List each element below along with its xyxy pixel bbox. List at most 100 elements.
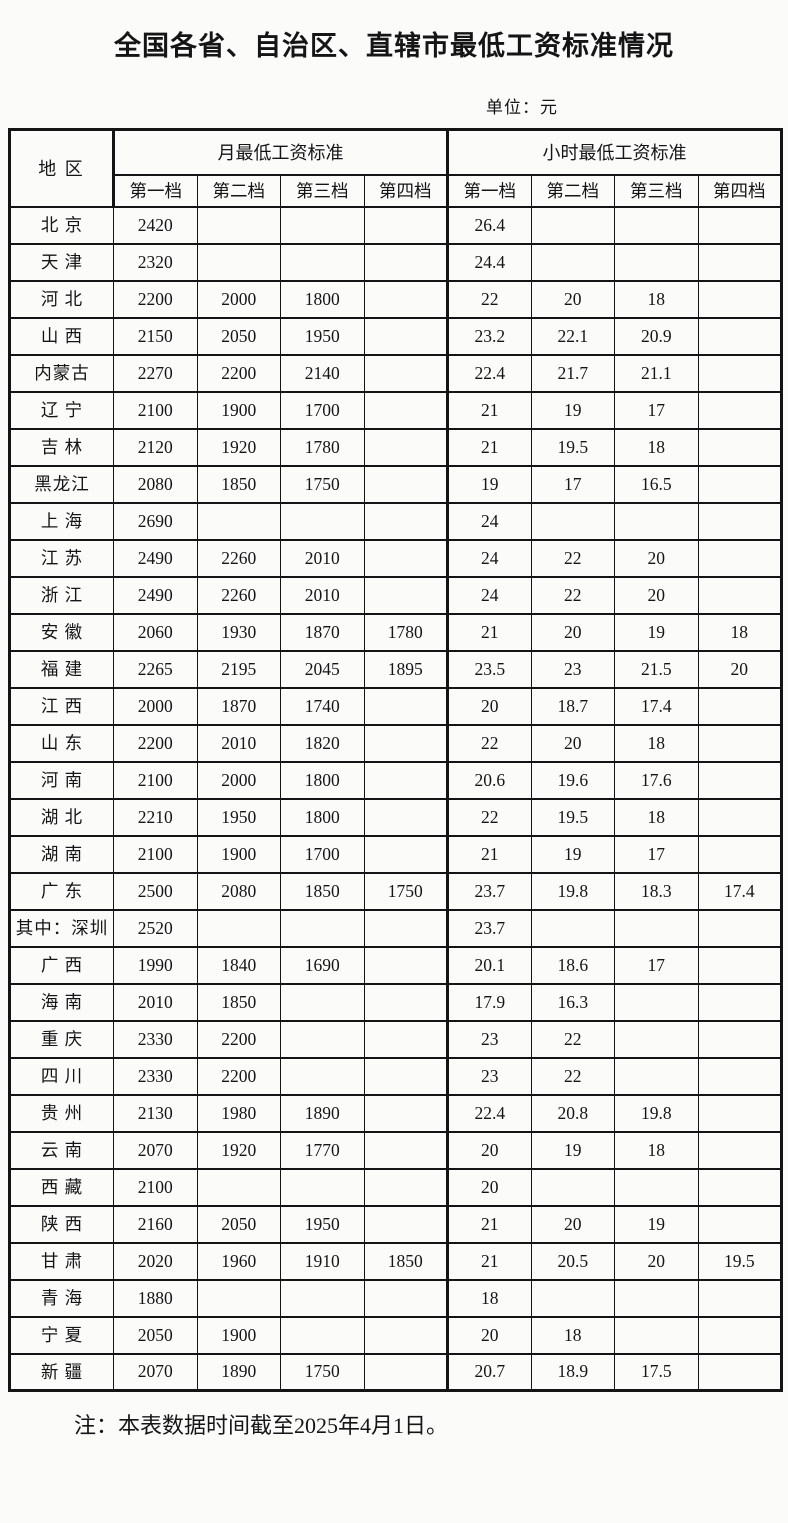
month-tier2-cell (196, 242, 281, 282)
hour-tier1-cell: 24 (446, 575, 532, 615)
table-row: 辽 宁 2100 1900 1700 21 19 17 (9, 390, 782, 430)
hour-tier2-cell: 18.7 (530, 686, 615, 726)
hour-tier2-cell: 22 (530, 1056, 615, 1096)
region-cell: 内蒙古 (9, 353, 114, 393)
hour-tier2-cell (530, 501, 615, 541)
month-tier4-cell (363, 1167, 448, 1207)
hour-tier4-cell (697, 723, 782, 763)
hour-tier2-cell: 22 (530, 1019, 615, 1059)
hour-tier4-cell: 19.5 (697, 1241, 782, 1281)
month-tier2-cell: 2000 (196, 279, 281, 319)
region-cell: 西 藏 (9, 1167, 114, 1207)
hour-tier2-cell: 20 (530, 612, 615, 652)
month-tier1-cell: 2270 (113, 353, 198, 393)
month-tier2-cell (196, 501, 281, 541)
region-cell: 山 东 (9, 723, 114, 763)
hour-tier3-cell: 18 (614, 427, 699, 467)
table-row: 海 南 2010 1850 17.9 16.3 (9, 982, 782, 1022)
month-tier1-cell: 2420 (113, 205, 198, 245)
month-tier2-cell: 1840 (196, 945, 281, 985)
hour-tier1-cell: 24 (446, 538, 532, 578)
region-cell: 贵 州 (9, 1093, 114, 1133)
month-tier1-cell: 2070 (113, 1352, 198, 1392)
hour-tier2-cell: 21.7 (530, 353, 615, 393)
month-tier3-cell (280, 501, 365, 541)
hour-tier4-cell: 18 (697, 612, 782, 652)
hour-tier1-cell: 21 (446, 1241, 532, 1281)
month-tier1-cell: 2210 (113, 797, 198, 837)
hour-tier3-cell: 20 (614, 538, 699, 578)
table-row: 甘 肃 2020 1960 1910 1850 21 20.5 20 19.5 (9, 1241, 782, 1281)
hour-tier2-cell: 16.3 (530, 982, 615, 1022)
hour-tier4-cell (697, 1352, 782, 1392)
month-tier3-cell: 2010 (280, 538, 365, 578)
region-cell: 安 徽 (9, 612, 114, 652)
month-tier2-cell: 2050 (196, 1204, 281, 1244)
month-tier1-cell: 2320 (113, 242, 198, 282)
month-tier1-cell: 1880 (113, 1278, 198, 1318)
month-tier4-cell (363, 1204, 448, 1244)
hour-tier3-cell: 19 (614, 612, 699, 652)
hour-tier4-cell (697, 464, 782, 504)
hour-tier3-cell: 18 (614, 797, 699, 837)
region-cell: 海 南 (9, 982, 114, 1022)
table-header: 地 区 月最低工资标准 小时最低工资标准 第一档 第二档 第三档 第四档 第一档… (9, 128, 782, 208)
month-tier3-cell: 1910 (280, 1241, 365, 1281)
table-row: 黑龙江 2080 1850 1750 19 17 16.5 (9, 464, 782, 504)
hour-tier4-cell (697, 982, 782, 1022)
hour-tier1-header: 第一档 (446, 173, 532, 208)
hour-tier2-cell (530, 1167, 615, 1207)
hour-tier4-cell (697, 908, 782, 948)
month-tier1-cell: 2000 (113, 686, 198, 726)
table-row: 江 西 2000 1870 1740 20 18.7 17.4 (9, 686, 782, 726)
table-row: 新 疆 2070 1890 1750 20.7 18.9 17.5 (9, 1352, 782, 1392)
hour-tier1-cell: 21 (446, 834, 532, 874)
hour-tier2-cell: 18.6 (530, 945, 615, 985)
table-row: 北 京 2420 26.4 (9, 205, 782, 245)
hour-tier4-cell (697, 316, 782, 356)
month-tier2-cell: 1980 (196, 1093, 281, 1133)
hour-tier3-cell: 17.4 (614, 686, 699, 726)
month-tier2-cell: 1850 (196, 982, 281, 1022)
hour-tier1-cell: 22 (446, 723, 532, 763)
month-tier1-cell: 2330 (113, 1056, 198, 1096)
hour-tier1-cell: 22.4 (446, 1093, 532, 1133)
month-tier1-cell: 2500 (113, 871, 198, 911)
region-cell: 吉 林 (9, 427, 114, 467)
hour-tier2-cell: 22.1 (530, 316, 615, 356)
month-tier3-cell: 1740 (280, 686, 365, 726)
hour-tier2-cell: 22 (530, 538, 615, 578)
table-row: 云 南 2070 1920 1770 20 19 18 (9, 1130, 782, 1170)
hour-tier1-cell: 21 (446, 612, 532, 652)
hour-tier3-cell: 21.1 (614, 353, 699, 393)
table-row: 上 海 2690 24 (9, 501, 782, 541)
month-tier3-cell (280, 205, 365, 245)
region-cell: 陕 西 (9, 1204, 114, 1244)
month-tier4-cell (363, 353, 448, 393)
hour-tier2-cell: 19 (530, 834, 615, 874)
hour-tier4-cell (697, 1130, 782, 1170)
hour-tier2-cell: 18 (530, 1315, 615, 1355)
month-tier3-cell (280, 1056, 365, 1096)
hour-tier4-cell (697, 1093, 782, 1133)
table-row: 浙 江 2490 2260 2010 24 22 20 (9, 575, 782, 615)
month-tier3-cell: 2010 (280, 575, 365, 615)
month-tier4-cell (363, 945, 448, 985)
month-tier2-cell: 1950 (196, 797, 281, 837)
hour-tier4-cell (697, 1278, 782, 1318)
table-row: 陕 西 2160 2050 1950 21 20 19 (9, 1204, 782, 1244)
month-tier3-cell: 1870 (280, 612, 365, 652)
month-tier3-cell: 1950 (280, 316, 365, 356)
month-tier4-cell (363, 205, 448, 245)
hour-tier4-cell (697, 760, 782, 800)
region-cell: 河 北 (9, 279, 114, 319)
month-tier2-cell: 2000 (196, 760, 281, 800)
month-tier2-cell: 1900 (196, 1315, 281, 1355)
month-tier1-cell: 2265 (113, 649, 198, 689)
month-tier3-cell: 1690 (280, 945, 365, 985)
hour-tier2-cell: 20 (530, 1204, 615, 1244)
month-tier1-cell: 2100 (113, 760, 198, 800)
month-tier1-cell: 2060 (113, 612, 198, 652)
hour-tier4-cell (697, 686, 782, 726)
hour-tier1-cell: 20 (446, 1167, 532, 1207)
